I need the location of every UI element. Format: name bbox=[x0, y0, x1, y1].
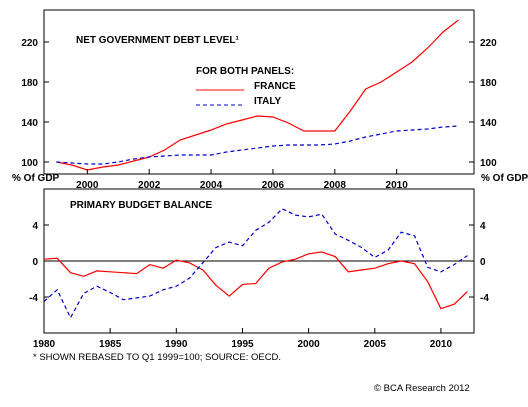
x-tick-label: 1990 bbox=[165, 339, 188, 350]
y-tick-label-left: 180 bbox=[21, 78, 38, 89]
y-tick-label-left: 220 bbox=[21, 38, 38, 49]
y-tick-label-left: 100 bbox=[21, 158, 38, 169]
y-tick-label-right: 100 bbox=[480, 158, 497, 169]
debt-x-axis-ticks: 2000 2002 2004 2006 2008 2010 bbox=[76, 169, 408, 191]
y-tick-label-right: 4 bbox=[480, 221, 486, 232]
budget-series-layer bbox=[43, 208, 468, 320]
y-tick-label-left: 140 bbox=[21, 118, 38, 129]
budget-panel-title: PRIMARY BUDGET BALANCE bbox=[70, 200, 213, 211]
x-tick-label: 2000 bbox=[76, 180, 99, 191]
x-tick-label: 2004 bbox=[200, 180, 223, 191]
x-tick-label: 2005 bbox=[364, 339, 387, 350]
y-unit-label-right: % Of GDP bbox=[481, 173, 528, 184]
top-france-line bbox=[56, 19, 459, 171]
x-tick-label: 2008 bbox=[324, 180, 347, 191]
legend-italy-label: ITALY bbox=[254, 96, 282, 107]
y-tick-label-left: 4 bbox=[32, 221, 38, 232]
x-tick-label: 1985 bbox=[99, 339, 122, 350]
debt-series-layer bbox=[56, 19, 459, 171]
footnote: * SHOWN REBASED TO Q1 1999=100; SOURCE: … bbox=[33, 352, 281, 363]
x-tick-label: 2010 bbox=[430, 339, 453, 350]
bottom-france-line bbox=[43, 251, 468, 310]
y-unit-label-left: % Of GDP bbox=[12, 173, 60, 184]
legend-title: FOR BOTH PANELS: bbox=[196, 66, 294, 77]
legend-france-label: FRANCE bbox=[254, 81, 296, 92]
y-tick-label-right: 140 bbox=[480, 118, 497, 129]
budget-x-axis-ticks: 1980 1985 1990 1995 2000 2005 2010 bbox=[33, 328, 453, 350]
top-italy-line bbox=[56, 125, 459, 165]
y-tick-label-left: -4 bbox=[29, 293, 38, 304]
x-tick-label: 1995 bbox=[231, 339, 254, 350]
bottom-italy-line bbox=[43, 208, 468, 320]
x-tick-label: 2002 bbox=[138, 180, 161, 191]
credit-line: © BCA Research 2012 bbox=[374, 383, 470, 394]
y-tick-label-right: 220 bbox=[480, 38, 497, 49]
budget-y-axis-ticks: 4 4 0 0 -4 -4 bbox=[29, 221, 489, 304]
y-tick-label-right: 0 bbox=[480, 257, 486, 268]
debt-panel-title: NET GOVERNMENT DEBT LEVEL¹ bbox=[76, 35, 239, 46]
x-tick-label: 2006 bbox=[262, 180, 285, 191]
y-tick-label-right: 180 bbox=[480, 78, 497, 89]
x-tick-label: 2010 bbox=[386, 180, 409, 191]
x-tick-label: 1980 bbox=[33, 339, 56, 350]
y-tick-label-left: 0 bbox=[32, 257, 38, 268]
debt-y-axis-ticks: 100 100 140 140 180 180 220 220 bbox=[21, 38, 497, 169]
x-tick-label: 2000 bbox=[297, 339, 320, 350]
y-tick-label-right: -4 bbox=[480, 293, 489, 304]
debt-panel-frame bbox=[43, 9, 475, 175]
budget-balance-panel: 4 4 0 0 -4 -4 1980 1985 1990 1995 2000 2005 2010 PR… bbox=[12, 173, 528, 350]
